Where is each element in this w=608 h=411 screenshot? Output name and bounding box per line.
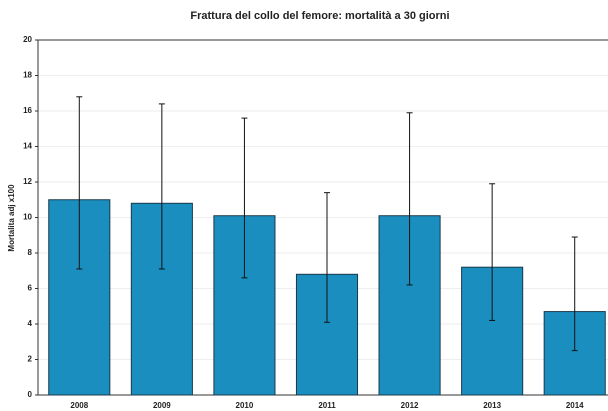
y-tick-label: 14 [23, 142, 32, 151]
y-tick-label: 12 [23, 177, 32, 186]
x-tick-label: 2013 [483, 401, 501, 410]
y-axis-label: Mortalita adj x100 [7, 184, 16, 252]
y-tick-label: 0 [28, 390, 33, 399]
x-tick-label: 2012 [401, 401, 419, 410]
y-tick-label: 20 [23, 35, 32, 44]
chart-title: Frattura del collo del femore: mortalità… [190, 10, 449, 22]
y-tick-label: 16 [23, 106, 32, 115]
x-tick-label: 2008 [70, 401, 88, 410]
y-tick-label: 2 [28, 355, 33, 364]
x-tick-label: 2011 [318, 401, 336, 410]
y-tick-label: 18 [23, 71, 32, 80]
x-tick-label: 2014 [566, 401, 584, 410]
y-tick-label: 10 [23, 213, 32, 222]
y-tick-label: 8 [28, 248, 33, 257]
y-tick-label: 6 [28, 284, 33, 293]
x-tick-label: 2009 [153, 401, 171, 410]
y-tick-label: 4 [28, 319, 33, 328]
x-tick-label: 2010 [236, 401, 254, 410]
